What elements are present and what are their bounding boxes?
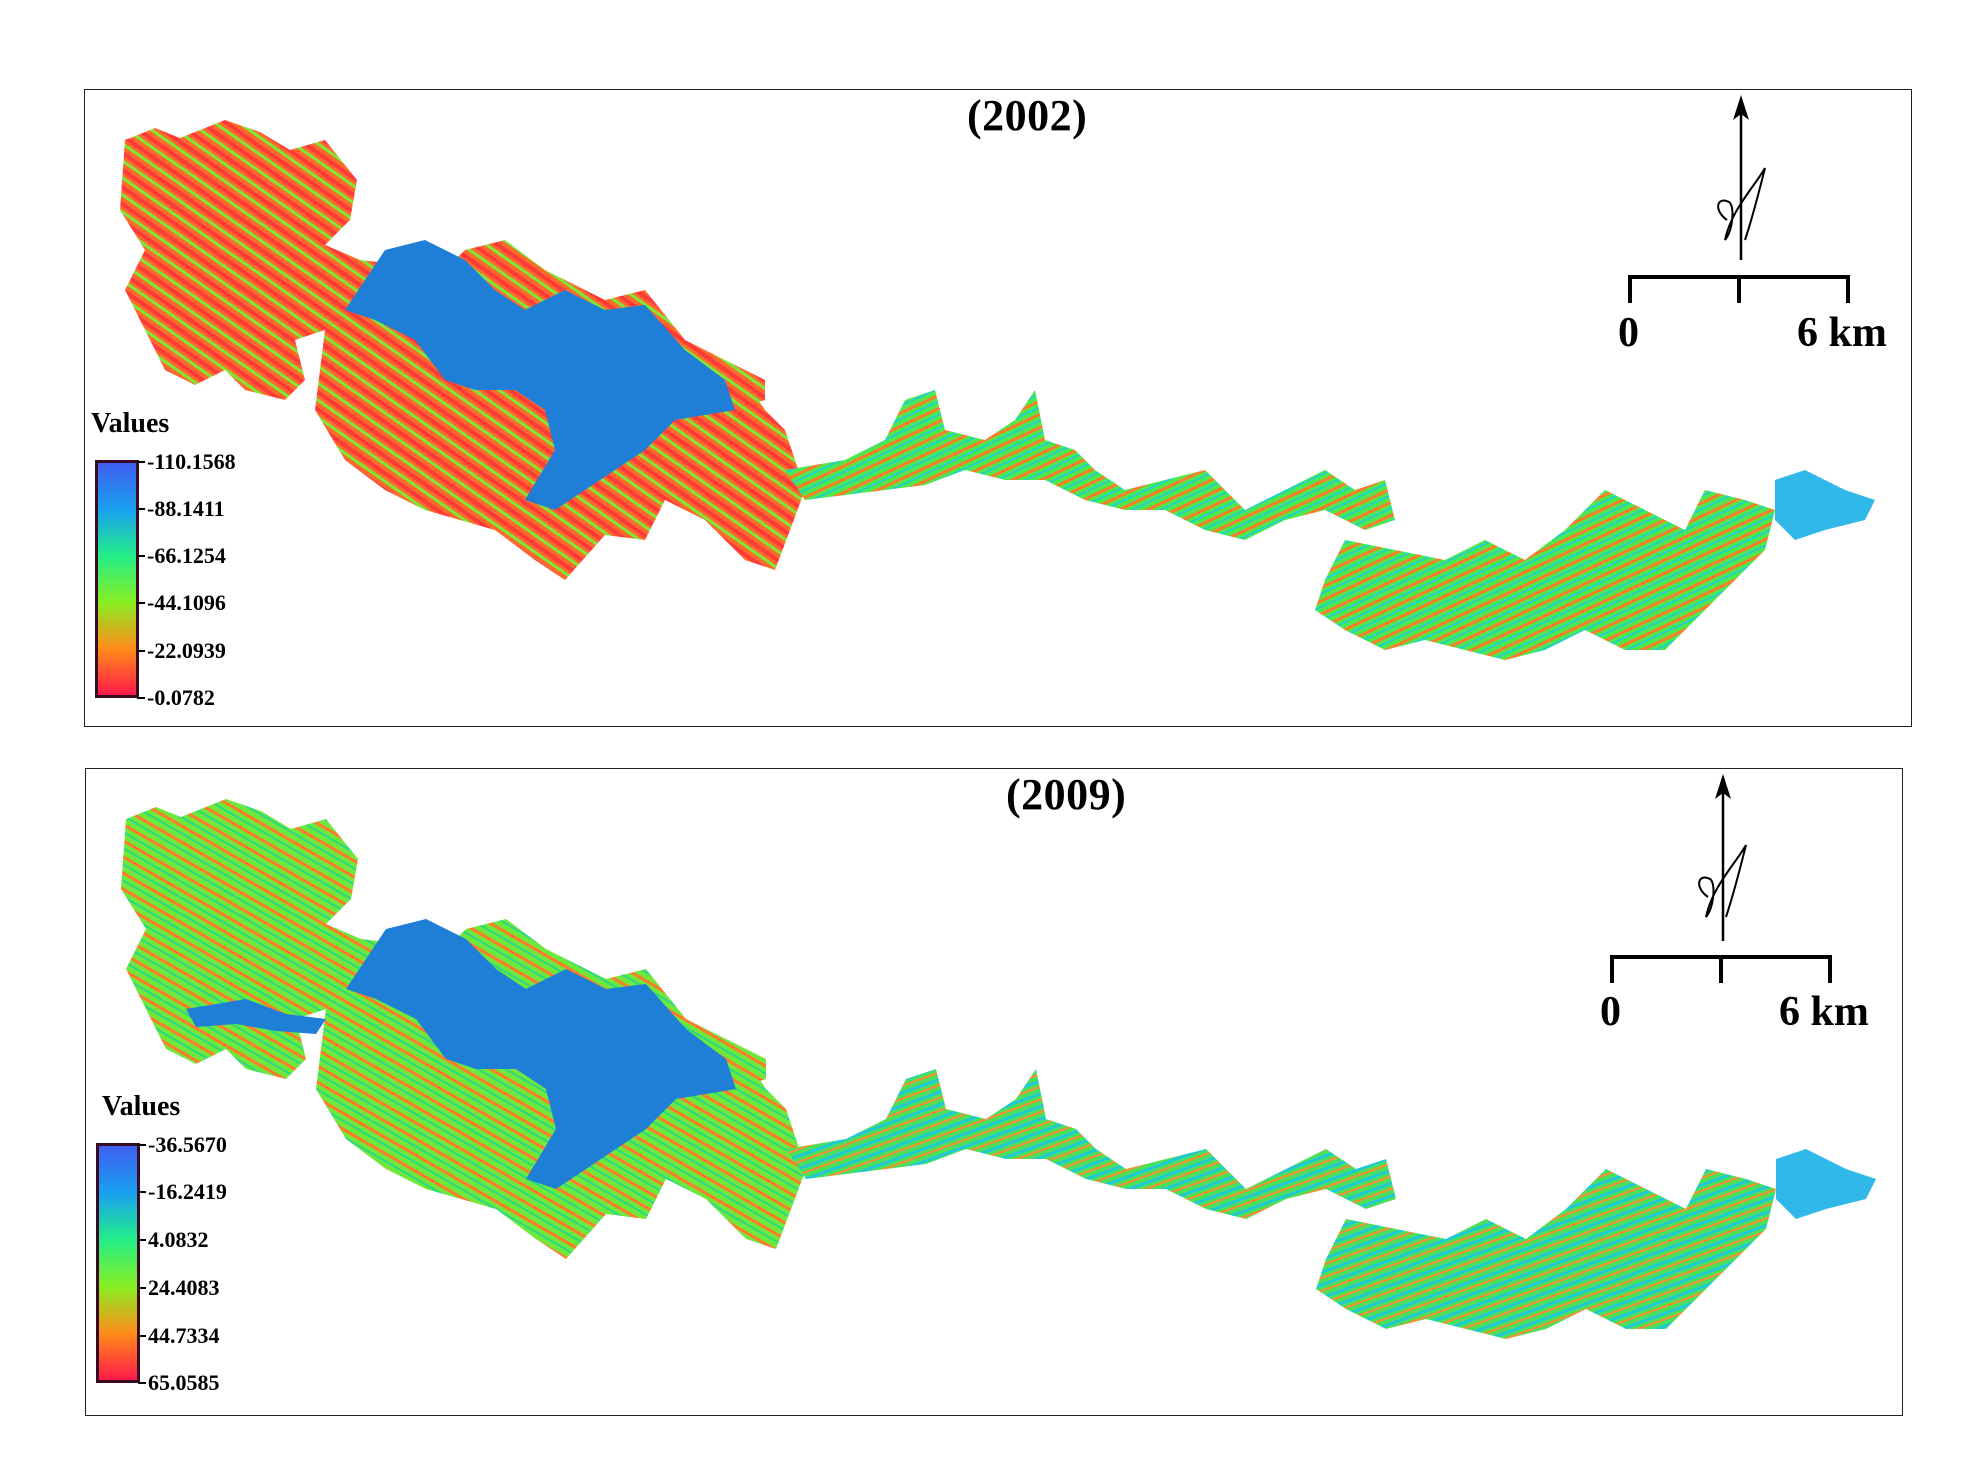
scale-start-label: 0 — [1618, 310, 1639, 356]
legend-label: -0.0782 — [147, 685, 215, 710]
reservoir-2009 — [346, 919, 736, 1189]
watershed-tail-2002 — [1775, 470, 1875, 540]
watershed-east-2002 — [625, 380, 805, 570]
legend-label: -66.1254 — [147, 543, 226, 568]
legend-color-bar — [96, 1143, 140, 1383]
map-panel-2002: (2002) N 0 6 km Values -110.1568 -88.141… — [84, 89, 1912, 727]
scale-start-label: 0 — [1600, 989, 1621, 1035]
legend-title: Values — [102, 1091, 181, 1122]
legend-label: -44.1096 — [147, 590, 226, 615]
legend-label: 24.4083 — [148, 1275, 220, 1300]
legend-label: 4.0832 — [148, 1227, 209, 1252]
legend-label: -88.1411 — [147, 496, 225, 521]
legend-label: 44.7334 — [148, 1323, 220, 1348]
river-corridor-2009 — [786, 1069, 1396, 1219]
scale-end-label: 6 km — [1797, 310, 1887, 356]
river-channel-2009 — [186, 999, 326, 1034]
panel-title: (2002) — [967, 91, 1088, 140]
watershed-east-2009 — [626, 1059, 806, 1249]
map-area-2009 — [121, 799, 1876, 1339]
watershed-far-east-2002 — [1315, 490, 1775, 660]
map-panel-2009: (2009) N 0 6 km Values -36.5670 -16.2419… — [85, 768, 1903, 1416]
legend-label: -16.2419 — [148, 1179, 227, 1204]
reservoir-2002 — [345, 240, 735, 510]
legend-color-bar — [95, 460, 139, 698]
river-corridor-2002 — [785, 390, 1395, 540]
legend-title: Values — [91, 408, 170, 439]
scale-end-label: 6 km — [1779, 989, 1869, 1035]
panel-title: (2009) — [1006, 770, 1127, 819]
legend-label: 65.0585 — [148, 1370, 220, 1395]
watershed-far-east-2009 — [1316, 1169, 1776, 1339]
watershed-west-2002 — [120, 120, 425, 400]
legend-label: -110.1568 — [147, 449, 236, 474]
map-area-2002 — [120, 120, 1875, 660]
legend-label: -36.5670 — [148, 1132, 227, 1157]
legend-label: -22.0939 — [147, 638, 226, 663]
watershed-tail-2009 — [1776, 1149, 1876, 1219]
